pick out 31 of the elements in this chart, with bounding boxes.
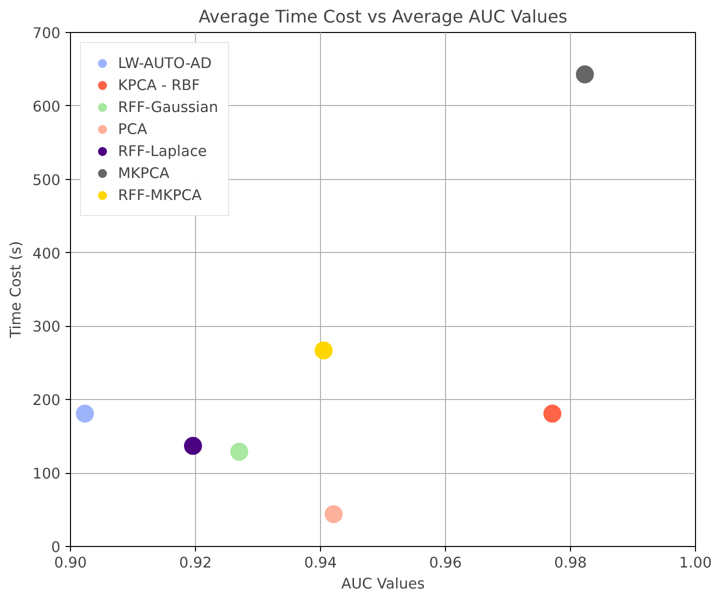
y-axis-title: Time Cost (s) [8, 241, 25, 339]
y-tick-label: 500 [32, 172, 61, 189]
y-tick-label: 700 [32, 25, 61, 42]
legend-label: RFF-Gaussian [118, 98, 218, 116]
y-tick-label: 100 [32, 466, 61, 483]
y-tick-label: 400 [32, 245, 61, 262]
y-tick-label: 300 [32, 318, 61, 336]
point [543, 404, 562, 423]
x-tick-label: 0.98 [554, 554, 587, 572]
chart-title: Average Time Cost vs Average AUC Values [198, 8, 568, 28]
x-tick-label: 0.96 [429, 554, 462, 572]
legend-label: LW-AUTO-AD [118, 54, 212, 72]
point [184, 436, 202, 455]
x-tick-label: 0.90 [54, 554, 87, 572]
x-tick-label: 1.00 [679, 554, 712, 572]
legend-label: KPCA - RBF [118, 76, 200, 94]
legend-label: RFF-Laplace [118, 142, 207, 160]
x-tick-label: 0.94 [304, 554, 337, 572]
legend-label: PCA [118, 120, 148, 138]
y-tick-label: 600 [32, 98, 61, 116]
x-tick-label: 0.92 [179, 554, 212, 572]
point [230, 442, 248, 461]
point [576, 65, 594, 84]
point [314, 341, 333, 360]
y-tick-label: 200 [32, 392, 61, 410]
point [76, 404, 94, 423]
x-axis-title: AUC Values [341, 576, 425, 592]
y-tick-label: 0 [51, 539, 61, 556]
legend-label: MKPCA [118, 164, 170, 182]
legend-label: RFF-MKPCA [118, 186, 202, 204]
point [324, 505, 343, 524]
